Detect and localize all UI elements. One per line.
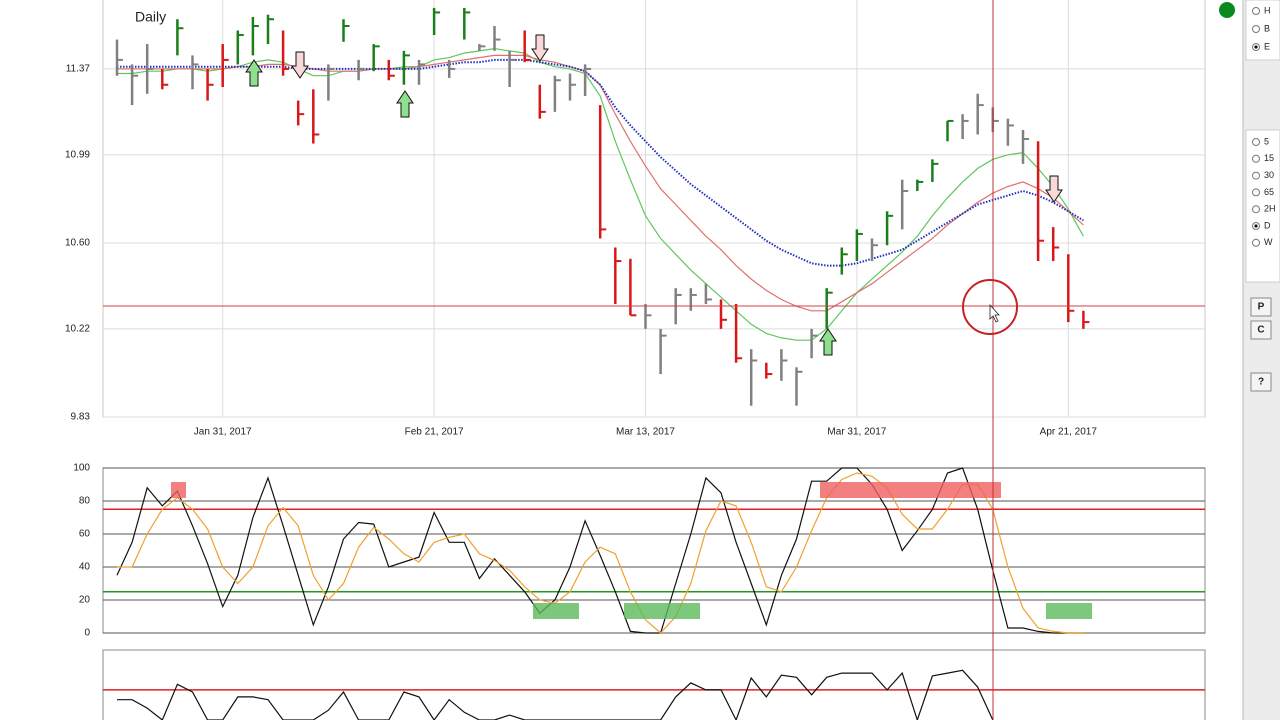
radio-button[interactable] (1252, 154, 1260, 163)
x-tick-label: Jan 31, 2017 (194, 427, 252, 438)
radio-button[interactable] (1252, 25, 1260, 33)
x-tick-label: Mar 13, 2017 (616, 427, 675, 438)
lower-panel (102, 649, 1206, 720)
y-tick-label: 10.99 (65, 149, 90, 160)
radio-button[interactable] (1252, 188, 1260, 197)
y-tick-label: 0 (84, 628, 90, 639)
series-line (117, 47, 1084, 341)
radio-button[interactable] (1252, 171, 1260, 180)
sell-arrow (1045, 175, 1063, 203)
status-indicator (1219, 2, 1235, 18)
oversold-zone (624, 603, 700, 619)
series-line (117, 472, 1084, 634)
y-tick-label: 60 (79, 529, 91, 540)
radio-label: 5 (1264, 136, 1269, 146)
mouse-cursor (989, 303, 1000, 323)
period-option-group (1245, 129, 1280, 283)
radio-label: B (1264, 23, 1270, 33)
radio-button[interactable] (1252, 7, 1260, 15)
top-option-group (1245, 0, 1280, 61)
y-tick-label: 11.37 (66, 64, 91, 75)
price-panel (102, 0, 1206, 418)
y-tick-label: 40 (79, 562, 91, 573)
sidebar-controls: HBE 5 15 30 65 2H DW P C? (1250, 5, 1276, 392)
y-tick-label: 10.22 (65, 323, 90, 334)
buy-arrow (245, 59, 263, 87)
radio-button[interactable] (1252, 138, 1260, 146)
radio-button[interactable] (1252, 205, 1260, 214)
chart-title: Daily (135, 9, 166, 25)
y-tick-label: 80 (79, 496, 91, 507)
marks: 9.83 10.22 10.60 10.99 11.37 Jan 31, 2017 Feb … (65, 0, 1205, 720)
radio-label: H (1264, 5, 1271, 15)
oversold-zone (533, 603, 579, 619)
overbought-zone (171, 482, 186, 498)
x-tick-label: Mar 31, 2017 (827, 427, 886, 438)
y-tick-label: 100 (73, 463, 90, 474)
radio-dot (1254, 45, 1258, 49)
x-tick-label: Feb 21, 2017 (405, 427, 464, 438)
radio-label: W (1264, 237, 1273, 247)
buy-arrow (396, 90, 414, 118)
y-tick-label: 20 (79, 595, 91, 606)
radio-label: 2H (1264, 204, 1276, 214)
sell-arrow (291, 51, 309, 79)
radio-label: 15 (1264, 153, 1274, 163)
series-line (117, 58, 1084, 267)
buy-arrow (819, 328, 837, 356)
series-line (116, 467, 1084, 634)
button-label: P (1258, 302, 1265, 313)
sidebar (1243, 0, 1280, 720)
button[interactable] (1250, 320, 1272, 340)
cursor-highlight (962, 279, 1018, 335)
series-line (117, 669, 994, 720)
radio-label: E (1264, 41, 1270, 51)
oversold-zone (1046, 603, 1092, 619)
button-label: ? (1258, 377, 1264, 388)
radio-label: D (1264, 220, 1271, 230)
button[interactable] (1250, 297, 1272, 317)
y-tick-label: 9.83 (71, 412, 91, 423)
zone-highlights (171, 482, 1092, 619)
sell-arrow (531, 34, 549, 62)
radio-dot (1254, 224, 1258, 228)
signal-arrows (245, 34, 1063, 356)
radio-label: 30 (1264, 170, 1274, 180)
button[interactable] (1250, 372, 1272, 392)
crosshair (103, 0, 1205, 720)
radio-label: 65 (1264, 187, 1274, 197)
overbought-zone (820, 482, 1001, 498)
y-tick-label: 10.60 (65, 238, 90, 249)
radio-button[interactable] (1252, 238, 1260, 247)
x-tick-label: Apr 21, 2017 (1040, 427, 1098, 438)
button-label: C (1257, 325, 1264, 336)
